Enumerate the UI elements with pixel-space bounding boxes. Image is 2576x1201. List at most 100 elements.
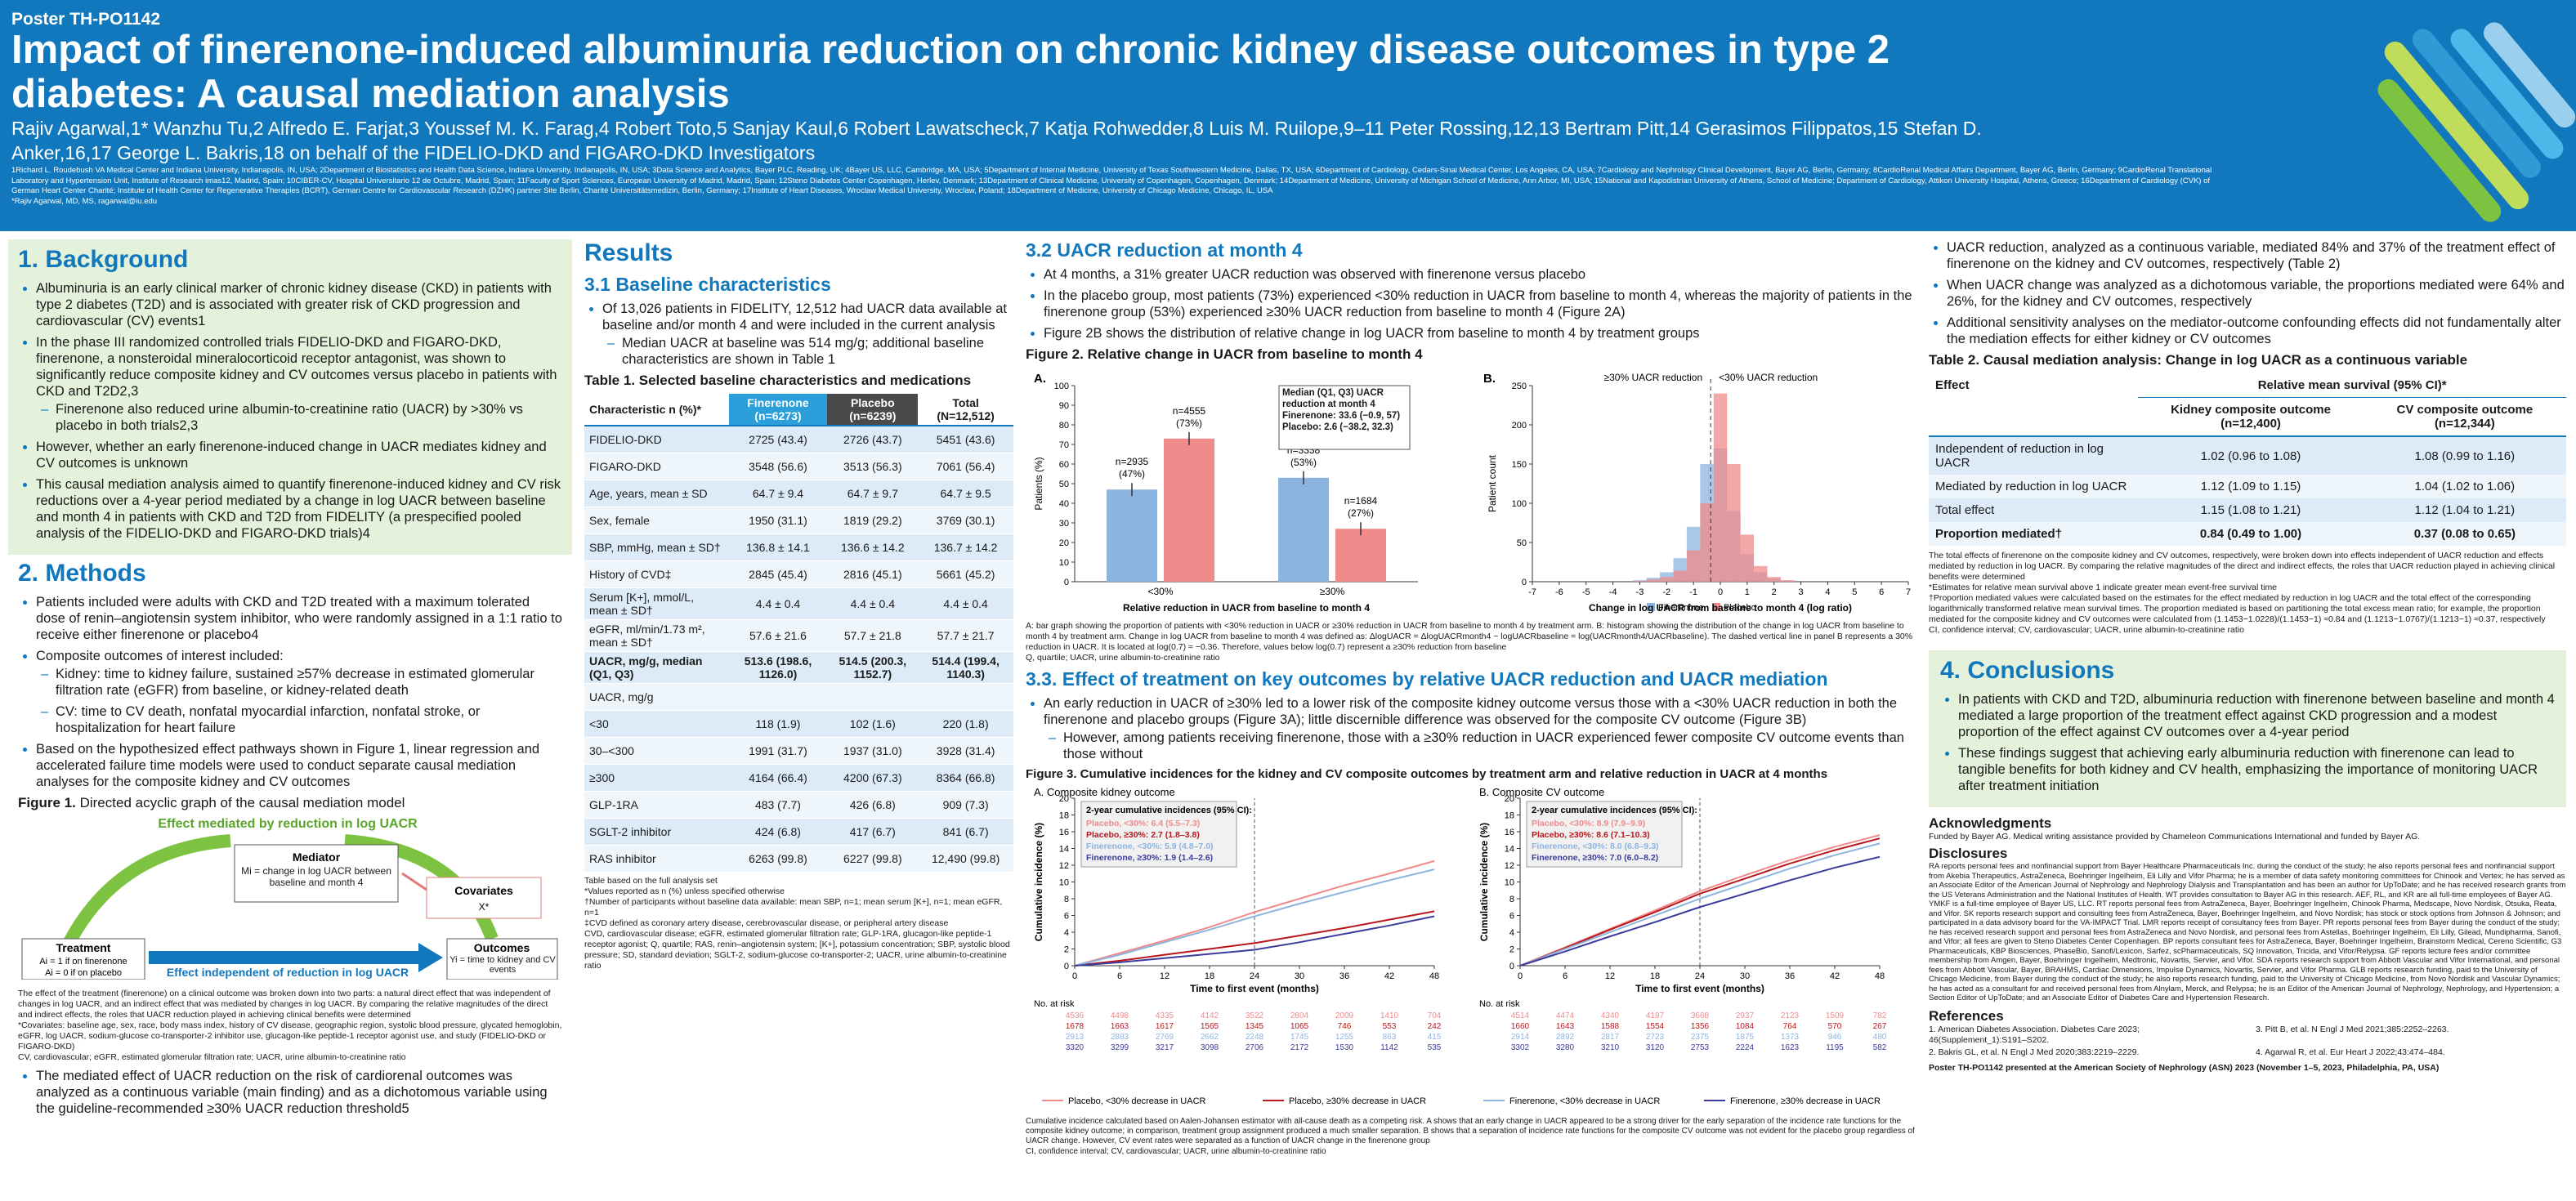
incidence-line	[1519, 855, 1881, 967]
methods-bullet: Patients included were adults with CKD a…	[36, 594, 562, 643]
covariates-text: X*	[479, 901, 490, 913]
at-risk-value: 1565	[1201, 1022, 1219, 1031]
at-risk-value: 1255	[1335, 1033, 1354, 1042]
outcomes-title: Outcomes	[474, 941, 530, 954]
methods-bullet-text: Composite outcomes of interest included:	[36, 649, 284, 663]
table2: Effect Relative mean survival (95% CI)* …	[1929, 373, 2566, 546]
table2-title: Table 2. Causal mediation analysis: Chan…	[1929, 352, 2468, 368]
table1-header: Characteristic n (%)*	[584, 394, 729, 426]
y-tick-label: 16	[1059, 828, 1069, 837]
covariate-arrow	[401, 872, 427, 891]
column-1: 1. Background Albuminuria is an early cl…	[8, 239, 572, 1127]
at-risk-value: 2009	[1335, 1011, 1354, 1020]
inset-line: Finerenone, ≥30%: 1.9 (1.4–2.6)	[1086, 853, 1213, 863]
y-tick-label: 250	[1512, 382, 1527, 391]
table2-row: Total effect 1.15 (1.08 to 1.21) 1.12 (1.0…	[1929, 498, 2566, 522]
figure3-charts: A. Composite kidney outcome0246810121416…	[1033, 786, 1887, 1106]
table1-cell: 136.8 ± 14.1	[728, 534, 828, 561]
y-tick-label: 14	[1505, 845, 1514, 855]
treatment-box	[21, 938, 145, 980]
at-risk-value: 2913	[1066, 1033, 1085, 1042]
table1-cell: 4164 (66.4)	[728, 764, 828, 792]
histogram-bar-placebo	[1660, 577, 1674, 582]
results-bullet-text: Of 13,026 patients in FIDELITY, 12,512 h…	[602, 301, 1007, 333]
table1-cell: 3928 (31.4)	[918, 737, 1013, 765]
table1-cell: 513.6 (198.6, 1126.0)	[728, 651, 828, 684]
y-tick-label: 90	[1059, 401, 1069, 411]
table2-cell: 1.12 (1.09 to 1.15)	[2138, 475, 2364, 498]
table1-row: eGFR, ml/min/1.73 m², mean ± SD† 57.6 ± 2…	[584, 619, 1013, 652]
inset-title: 2-year cumulative incidences (95% CI):	[1532, 806, 1697, 815]
table1-row: Serum [K+], mmol/L, mean ± SD† 4.4 ± 0.4 4…	[584, 587, 1013, 620]
table1-cell: 483 (7.7)	[728, 791, 828, 819]
table1-cell: 2845 (45.4)	[728, 560, 828, 588]
x-tick-label: 48	[1429, 971, 1439, 981]
x-tick-label: -7	[1528, 587, 1536, 597]
bar-data-label: (73%)	[1176, 417, 1202, 429]
covariates-box	[426, 877, 542, 919]
figure1-caption-text: Directed acyclic graph of the causal med…	[79, 795, 405, 810]
y-tick-label: 80	[1059, 421, 1069, 431]
results-bullet: Of 13,026 patients in FIDELITY, 12,512 h…	[602, 301, 1013, 368]
at-risk-value: 946	[1828, 1033, 1842, 1042]
y-tick-label: 12	[1059, 861, 1069, 871]
affiliations: 1Richard L. Roudebush VA Medical Center …	[11, 166, 2218, 207]
table1-cell: 57.7 ± 21.7	[918, 619, 1013, 652]
at-risk-value: 2706	[1246, 1043, 1264, 1052]
at-risk-value: 3217	[1156, 1043, 1174, 1052]
at-risk-value: 4514	[1511, 1011, 1530, 1020]
table1-header: Finerenone (n=6273)	[728, 394, 828, 426]
conclusions-heading: 4. Conclusions	[1940, 657, 2115, 684]
table1-cell	[728, 683, 828, 711]
y-tick-label: 0	[1509, 962, 1514, 971]
methods-section: 2. Methods Patients included were adults…	[8, 555, 572, 1127]
methods-heading: 2. Methods	[18, 560, 146, 587]
y-tick-label: 0	[1522, 578, 1527, 587]
at-risk-value: 2817	[1601, 1033, 1620, 1042]
table1-cell: 1950 (31.1)	[728, 507, 828, 534]
y-tick-label: 60	[1059, 460, 1069, 470]
x-tick-label: 7	[1906, 587, 1911, 597]
table1-title: Table 1. Selected baseline characteristi…	[584, 373, 972, 388]
table1-cell: 3548 (56.6)	[728, 453, 828, 480]
table1-cell: Serum [K+], mmol/L, mean ± SD†	[584, 587, 729, 620]
at-risk-value: 1195	[1826, 1043, 1844, 1052]
poster-header: Poster TH-PO1142 Impact of finerenone-in…	[0, 0, 2576, 231]
table1-cell: ≥300	[584, 764, 729, 792]
x-tick-label: -1	[1689, 587, 1697, 597]
y-tick-label: 2	[1064, 945, 1069, 955]
mediation-bullet: UACR reduction, analyzed as a continuous…	[1947, 239, 2566, 272]
x-tick-label: 42	[1384, 971, 1394, 981]
table1-row: ≥300 4164 (66.4) 4200 (67.3) 8364 (66.8)	[584, 764, 1013, 792]
table2-row: Independent of reduction in log UACR 1.02…	[1929, 436, 2566, 475]
table1-row: RAS inhibitor 6263 (99.8) 6227 (99.8) 12,49…	[584, 845, 1013, 873]
y-tick-label: 40	[1059, 499, 1069, 509]
table1-cell: GLP-1RA	[584, 791, 729, 819]
at-risk-value: 1643	[1556, 1022, 1575, 1031]
at-risk-value: 1554	[1646, 1022, 1665, 1031]
x-axis-label: Time to first event (months)	[1190, 983, 1319, 994]
at-risk-value: 782	[1873, 1011, 1887, 1020]
x-tick-label: 30	[1295, 971, 1304, 981]
at-risk-value: 2883	[1111, 1033, 1129, 1042]
table1-cell: 64.7 ± 9.5	[918, 480, 1013, 507]
conclusion-bullet: These findings suggest that achieving ea…	[1958, 745, 2555, 794]
table1-cell: 1991 (31.7)	[728, 737, 828, 765]
x-tick-label: 3	[1799, 587, 1804, 597]
at-risk-value: 1356	[1691, 1022, 1710, 1031]
acknowledgments-heading: Acknowledgments	[1929, 815, 2052, 831]
mediated-label: Effect mediated by reduction in log UACR	[158, 817, 418, 831]
table1-cell: UACR, mg/g, median (Q1, Q3)	[584, 651, 729, 684]
results-heading: Results	[584, 239, 673, 266]
at-risk-value: 3302	[1511, 1043, 1530, 1052]
median-box	[1278, 385, 1411, 450]
at-risk-value: 3280	[1556, 1043, 1575, 1052]
histogram-bar-placebo	[1740, 534, 1755, 582]
conclusion-bullet: In patients with CKD and T2D, albuminuri…	[1958, 691, 2555, 740]
methods-bullet: The mediated effect of UACR reduction on…	[36, 1068, 562, 1117]
at-risk-value: 2914	[1511, 1033, 1530, 1042]
histogram-bar-placebo	[1686, 550, 1701, 582]
figure2-abbrev: Q, quartile; UACR, urine albumin-to-crea…	[1026, 653, 1220, 663]
table1-cell: 2816 (45.1)	[827, 560, 919, 588]
at-risk-value: 1875	[1736, 1033, 1755, 1042]
